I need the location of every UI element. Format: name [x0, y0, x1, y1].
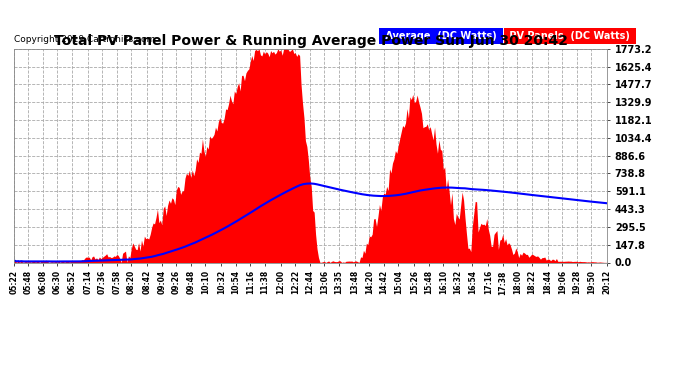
Text: PV Panels  (DC Watts): PV Panels (DC Watts): [506, 31, 633, 41]
Title: Total PV Panel Power & Running Average Power Sun Jun 30 20:42: Total PV Panel Power & Running Average P…: [54, 34, 567, 48]
Text: Average  (DC Watts): Average (DC Watts): [382, 31, 500, 41]
Text: Copyright 2019 Cartronics.com: Copyright 2019 Cartronics.com: [14, 36, 155, 45]
